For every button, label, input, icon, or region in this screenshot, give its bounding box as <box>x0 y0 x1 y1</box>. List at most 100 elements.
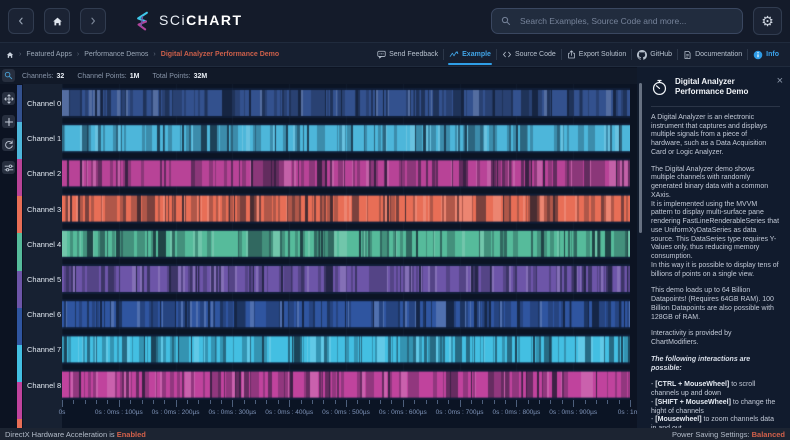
reset-zoom-tool-button[interactable] <box>2 138 15 151</box>
x-axis-minor-tick <box>209 400 211 404</box>
chart-area: 0s 0s : 0ms : 100µs 0s : 0ms : 200µs 0s : 0… <box>59 84 642 428</box>
channel-label: Channel 6 <box>27 310 62 320</box>
panel-divider <box>651 105 780 107</box>
back-button[interactable] <box>8 8 34 34</box>
breadcrumb-bar: › Featured Apps › Performance Demos › Di… <box>0 42 790 67</box>
action-separator <box>677 49 679 60</box>
breadcrumb-home-icon[interactable] <box>6 51 14 59</box>
action-bar: Send Feedback Example Source Code Export… <box>372 43 784 66</box>
breadcrumb-item-featured-apps[interactable]: Featured Apps <box>26 51 72 58</box>
power-saving-text: Power Saving Settings: <box>672 429 752 439</box>
close-icon[interactable]: × <box>776 75 783 87</box>
channel-label: Channel 7 <box>27 345 62 355</box>
top-navbar: SCiCHART ⚙ <box>0 0 790 42</box>
x-axis-major-tick <box>62 400 63 407</box>
x-axis-minor-tick <box>96 400 98 404</box>
x-axis-label: 0s : 0ms : 800µs <box>492 409 541 416</box>
channel-label: Channel 2 <box>27 169 62 179</box>
x-axis-minor-tick <box>470 400 472 404</box>
search-input[interactable] <box>518 15 733 27</box>
x-axis-major-tick <box>232 400 234 407</box>
power-saving-value[interactable]: Balanced <box>751 429 785 439</box>
hardware-acceleration-value: Enabled <box>116 429 146 439</box>
x-axis-minor-tick <box>323 400 325 404</box>
zoom-tool-button[interactable] <box>2 69 15 82</box>
power-saving-status: Power Saving Settings: Balanced <box>672 430 785 439</box>
example-label: Example <box>462 51 491 58</box>
forward-button[interactable] <box>80 8 106 34</box>
source-code-label: Source Code <box>514 51 556 58</box>
home-button[interactable] <box>44 8 70 34</box>
stat-channels-value: 32 <box>56 72 65 80</box>
gear-icon: ⚙ <box>761 13 774 29</box>
interaction-item: - [Mousewheel] to zoom channels data in … <box>651 416 780 428</box>
channel-strip-segment <box>17 270 22 308</box>
x-axis-major-tick <box>118 400 120 407</box>
document-page-icon <box>684 50 691 59</box>
code-brackets-icon <box>502 51 511 58</box>
scichart-logo[interactable]: SCiCHART <box>132 11 243 32</box>
breadcrumb: › Featured Apps › Performance Demos › Di… <box>6 51 279 59</box>
x-axis-minor-tick <box>255 400 257 404</box>
stat-channel-points: Channel Points: 1M <box>77 73 139 80</box>
github-button[interactable]: GitHub <box>632 43 677 66</box>
logo-text-bold: CHART <box>186 12 243 28</box>
x-axis-major-tick <box>289 400 291 407</box>
x-axis-label: 0s : 0ms : 100µs <box>94 409 143 416</box>
export-solution-label: Export Solution <box>578 51 627 58</box>
interaction-post: to scroll channels up and down <box>651 381 756 398</box>
status-bar: DirectX Hardware Acceleration is Enabled… <box>0 428 790 440</box>
channel-label: Channel 0 <box>27 99 62 108</box>
pulse-chart-icon <box>449 51 459 57</box>
export-solution-button[interactable]: Export Solution <box>562 43 631 66</box>
x-axis-major-tick <box>402 400 404 407</box>
digital-analyzer-plot[interactable] <box>62 84 630 400</box>
x-axis-minor-tick <box>539 400 541 404</box>
hardware-acceleration-text: DirectX Hardware Acceleration is <box>5 429 117 439</box>
x-axis-label: 0s : 1ms <box>617 409 643 416</box>
channel-strip-segment <box>17 196 22 234</box>
documentation-button[interactable]: Documentation <box>678 43 747 66</box>
zoom-magnifier-icon <box>4 71 13 80</box>
x-axis-minor-tick <box>436 400 438 404</box>
settings-button[interactable]: ⚙ <box>753 7 782 35</box>
breadcrumb-item-performance-demos[interactable]: Performance Demos <box>84 51 149 58</box>
interaction-key: [SHIFT + MouseWheel] <box>655 398 731 406</box>
tune-tool-button[interactable] <box>2 161 15 174</box>
x-axis-minor-tick <box>107 400 109 404</box>
x-axis-minor-tick <box>595 400 597 404</box>
x-axis-minor-tick <box>130 400 132 404</box>
pan-tool-button[interactable] <box>2 92 15 105</box>
x-axis-minor-tick <box>277 400 279 404</box>
info-paragraph: The Digital Analyzer demo shows multiple… <box>651 165 780 278</box>
source-code-button[interactable]: Source Code <box>497 43 561 66</box>
send-feedback-button[interactable]: Send Feedback <box>372 43 443 66</box>
stat-channel-points-value: 1M <box>129 72 140 80</box>
x-axis-minor-tick <box>584 400 586 404</box>
x-axis-major-tick <box>573 400 575 407</box>
action-separator <box>495 49 497 60</box>
example-tab[interactable]: Example <box>444 43 496 66</box>
info-panel-title: Digital Analyzer Performance Demo <box>675 77 749 97</box>
x-axis-minor-tick <box>482 400 484 404</box>
x-axis-minor-tick <box>164 400 166 404</box>
search-box[interactable] <box>491 8 743 34</box>
github-label: GitHub <box>650 51 673 58</box>
x-axis-minor-tick <box>311 400 313 404</box>
action-separator <box>631 49 633 60</box>
channel-strip-segment <box>17 307 22 345</box>
info-panel-header: Digital Analyzer Performance Demo × <box>651 75 783 98</box>
info-button[interactable]: Info <box>748 43 784 66</box>
x-axis-minor-tick <box>618 400 620 404</box>
channel-label: Channel 1 <box>27 134 62 144</box>
channel-label: Channel 3 <box>27 204 62 214</box>
x-axis-minor-tick <box>414 400 416 404</box>
info-panel-scrollbar[interactable] <box>639 83 642 233</box>
hardware-acceleration-status: DirectX Hardware Acceleration is Enabled <box>5 430 146 439</box>
channel-overview-scrollbar[interactable] <box>17 85 22 428</box>
github-octocat-icon <box>637 49 648 60</box>
stopwatch-icon <box>652 79 667 95</box>
channel-label: Channel 5 <box>27 275 62 284</box>
zoom-in-tool-button[interactable] <box>2 115 15 128</box>
